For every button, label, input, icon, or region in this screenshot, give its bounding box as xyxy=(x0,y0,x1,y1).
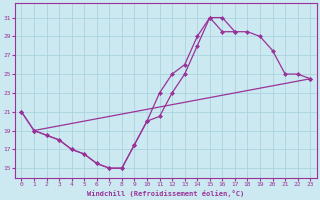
X-axis label: Windchill (Refroidissement éolien,°C): Windchill (Refroidissement éolien,°C) xyxy=(87,190,244,197)
